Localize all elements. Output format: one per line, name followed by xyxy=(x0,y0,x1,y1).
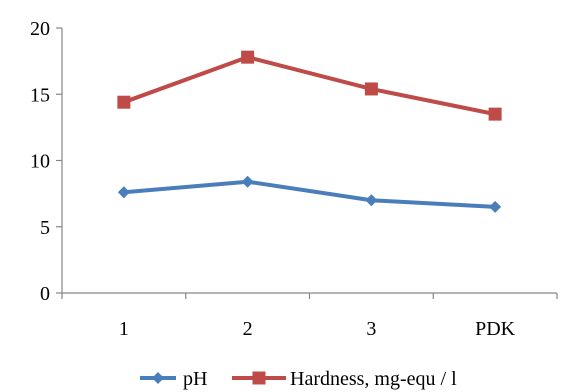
y-tick-label: 10 xyxy=(30,151,50,173)
data-point xyxy=(365,194,378,207)
x-tick-label: 2 xyxy=(243,318,253,340)
y-tick-label: 15 xyxy=(30,84,50,106)
data-point xyxy=(488,107,502,121)
series-line xyxy=(123,55,496,117)
x-tick-label: 1 xyxy=(119,318,129,340)
x-axis-ticks: 1 2 3 PDK xyxy=(61,293,558,340)
data-point xyxy=(241,50,255,64)
y-axis-ticks: 0 5 10 15 20 xyxy=(30,18,62,305)
series-line xyxy=(123,179,496,209)
data-point xyxy=(241,175,254,188)
legend-label: pH xyxy=(183,368,207,390)
data-point xyxy=(364,82,378,96)
legend-swatch-marker xyxy=(152,372,164,384)
data-point xyxy=(489,200,502,213)
y-tick-label: 20 xyxy=(30,18,50,40)
x-tick-label: PDK xyxy=(475,318,516,340)
legend: pH Hardness, mg-equ / l xyxy=(140,368,457,390)
series-ph xyxy=(117,175,502,213)
data-point xyxy=(117,186,130,199)
x-tick-label: 3 xyxy=(366,318,376,340)
legend-item: Hardness, mg-equ / l xyxy=(232,368,457,390)
y-tick-label: 5 xyxy=(40,217,50,239)
legend-item: pH xyxy=(140,368,207,390)
data-point xyxy=(117,95,131,109)
legend-swatch-marker xyxy=(252,371,266,385)
legend-label: Hardness, mg-equ / l xyxy=(290,368,457,390)
series-layer xyxy=(117,50,502,213)
y-tick-label: 0 xyxy=(40,283,50,305)
series-hardness xyxy=(117,50,502,121)
